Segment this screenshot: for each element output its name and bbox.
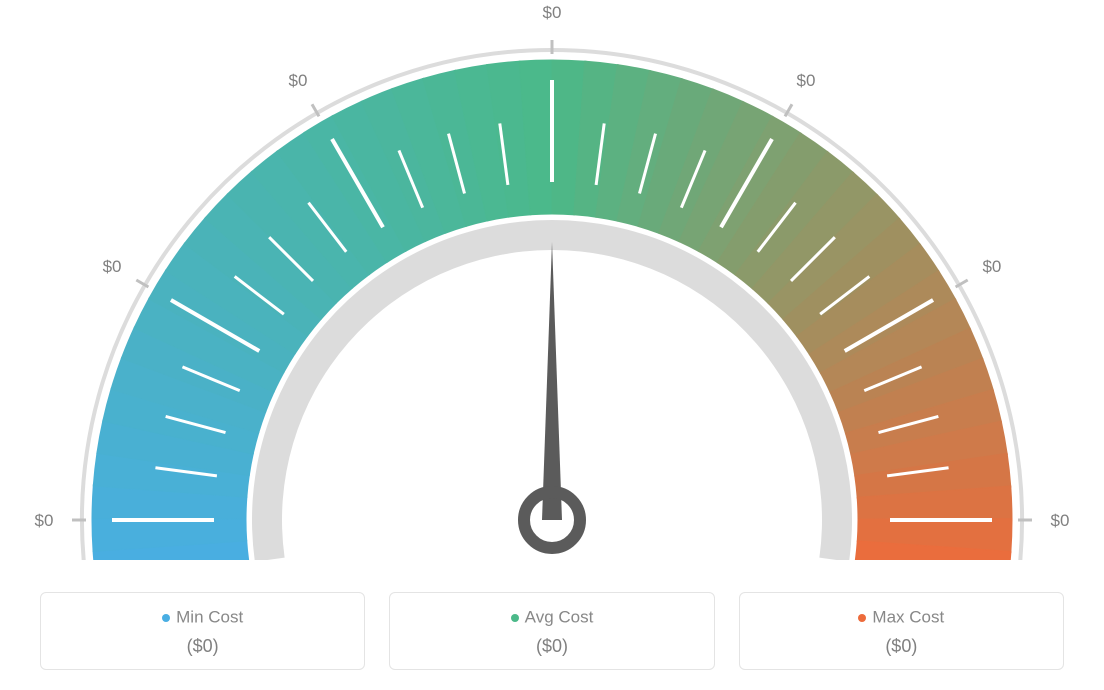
legend-value-max: ($0) — [750, 636, 1053, 657]
legend-title-max: Max Cost — [750, 607, 1053, 628]
legend-card-avg: Avg Cost ($0) — [389, 592, 714, 670]
svg-text:$0: $0 — [543, 3, 562, 22]
svg-text:$0: $0 — [982, 257, 1001, 276]
legend-card-max: Max Cost ($0) — [739, 592, 1064, 670]
gauge-area: $0 $0 $0 $0 $0 $0 $0 — [0, 0, 1104, 560]
legend-label-min: Min Cost — [176, 608, 243, 627]
legend-label-avg: Avg Cost — [525, 608, 594, 627]
legend-dot-avg — [511, 614, 519, 622]
legend-title-avg: Avg Cost — [400, 607, 703, 628]
legend-label-max: Max Cost — [872, 608, 944, 627]
cost-gauge-chart: $0 $0 $0 $0 $0 $0 $0 Min Cost ($0) Avg Cost ($… — [0, 0, 1104, 690]
legend-dot-min — [162, 614, 170, 622]
gauge-svg: $0 $0 $0 $0 $0 $0 $0 — [0, 0, 1104, 560]
legend-value-min: ($0) — [51, 636, 354, 657]
legend-value-avg: ($0) — [400, 636, 703, 657]
svg-text:$0: $0 — [35, 511, 54, 530]
svg-text:$0: $0 — [289, 71, 308, 90]
legend-card-min: Min Cost ($0) — [40, 592, 365, 670]
legend-title-min: Min Cost — [51, 607, 354, 628]
legend-row: Min Cost ($0) Avg Cost ($0) Max Cost ($0… — [40, 592, 1064, 670]
legend-dot-max — [858, 614, 866, 622]
svg-text:$0: $0 — [103, 257, 122, 276]
svg-text:$0: $0 — [797, 71, 816, 90]
svg-text:$0: $0 — [1051, 511, 1070, 530]
